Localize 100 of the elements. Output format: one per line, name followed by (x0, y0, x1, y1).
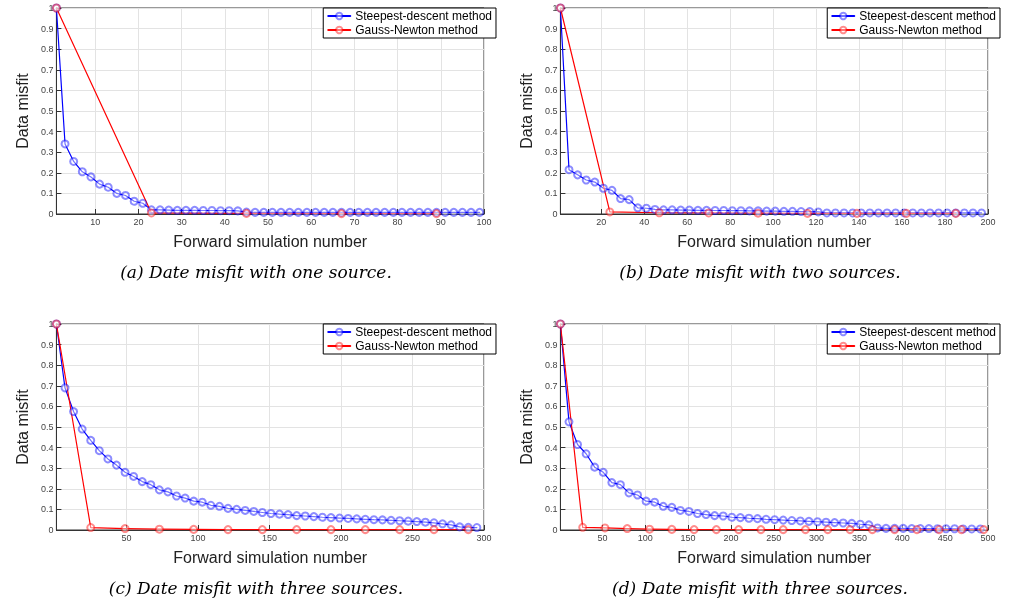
point (335, 513, 345, 523)
point (197, 497, 207, 507)
point (667, 502, 677, 512)
x-tick-label: 60 (306, 216, 317, 227)
y-tick-label: 0.2 (40, 167, 54, 178)
y-tick-label: 0.2 (544, 483, 558, 494)
x-tick-label: 200 (333, 532, 349, 543)
point (779, 206, 789, 216)
legend-label: Steepest-descent method (355, 325, 493, 339)
x-tick-label: 40 (639, 216, 650, 227)
point (770, 515, 780, 525)
point (925, 208, 935, 218)
point (762, 206, 772, 216)
legend-label: Steepest-descent method (859, 325, 997, 339)
point (881, 523, 891, 533)
point (412, 517, 422, 527)
point (360, 525, 370, 535)
point (319, 207, 329, 217)
point (103, 182, 113, 192)
point (795, 516, 805, 526)
point (60, 383, 70, 393)
point (129, 471, 139, 481)
point (624, 488, 634, 498)
point (967, 524, 977, 534)
point (598, 467, 608, 477)
point (675, 505, 685, 515)
point (822, 208, 832, 218)
point (821, 517, 831, 527)
x-tick-label: 500 (980, 532, 996, 543)
point (395, 525, 405, 535)
x-tick-label: 250 (766, 532, 782, 543)
point (224, 206, 234, 216)
point (429, 525, 439, 535)
y-tick-label: 0.8 (544, 44, 558, 55)
point (684, 205, 694, 215)
point (564, 417, 574, 427)
point (276, 207, 286, 217)
point (69, 156, 79, 166)
x-axis-title: Forward simulation number (677, 232, 872, 250)
y-tick-label: 0.8 (544, 360, 558, 371)
point (406, 207, 416, 217)
y-tick-label: 0.7 (544, 64, 558, 75)
point (292, 525, 302, 535)
y-tick-label: 0.4 (544, 126, 558, 137)
point (641, 203, 651, 213)
point (446, 520, 456, 530)
point (189, 524, 199, 534)
point (865, 208, 875, 218)
legend-label: Gauss-Newton method (859, 339, 982, 353)
point (86, 523, 96, 533)
x-tick-label: 50 (263, 216, 274, 227)
y-tick-label: 0.9 (544, 23, 558, 34)
point (257, 525, 267, 535)
point (598, 183, 608, 193)
point (778, 525, 788, 535)
x-tick-label: 150 (261, 532, 278, 543)
point (873, 208, 883, 218)
point (292, 511, 302, 521)
point (736, 206, 746, 216)
point (216, 206, 226, 216)
x-tick-label: 50 (597, 532, 608, 543)
x-tick-label: 80 (725, 216, 736, 227)
x-tick-label: 100 (190, 532, 206, 543)
point (69, 407, 79, 417)
y-tick-label: 0 (552, 525, 558, 535)
point (654, 208, 664, 218)
y-tick-label: 0.1 (40, 188, 54, 199)
point (120, 524, 130, 534)
point (710, 511, 720, 521)
point (735, 513, 745, 523)
point (283, 510, 293, 520)
point (800, 525, 810, 535)
y-tick-label: 0.5 (544, 422, 558, 432)
point (317, 512, 327, 522)
point (403, 516, 413, 526)
point (103, 454, 113, 464)
point (607, 478, 617, 488)
point (206, 500, 216, 510)
point (309, 512, 319, 522)
point (275, 509, 284, 519)
x-tick-label: 60 (682, 216, 693, 227)
point (615, 480, 625, 490)
point (701, 510, 711, 520)
point (172, 491, 182, 501)
point (633, 203, 643, 213)
point (573, 440, 583, 450)
y-tick-label: 1 (48, 3, 54, 13)
point (605, 207, 615, 217)
point (830, 518, 840, 528)
point (756, 525, 766, 535)
point (94, 446, 104, 456)
x-tick-label: 300 (809, 532, 825, 543)
point (845, 525, 855, 535)
y-tick-label: 0.5 (544, 106, 558, 116)
point (581, 449, 591, 459)
point (804, 516, 814, 526)
y-tick-label: 0.2 (40, 483, 54, 494)
x-tick-label: 90 (435, 216, 446, 227)
y-tick-label: 1 (552, 3, 558, 13)
x-tick-label: 20 (133, 216, 144, 227)
